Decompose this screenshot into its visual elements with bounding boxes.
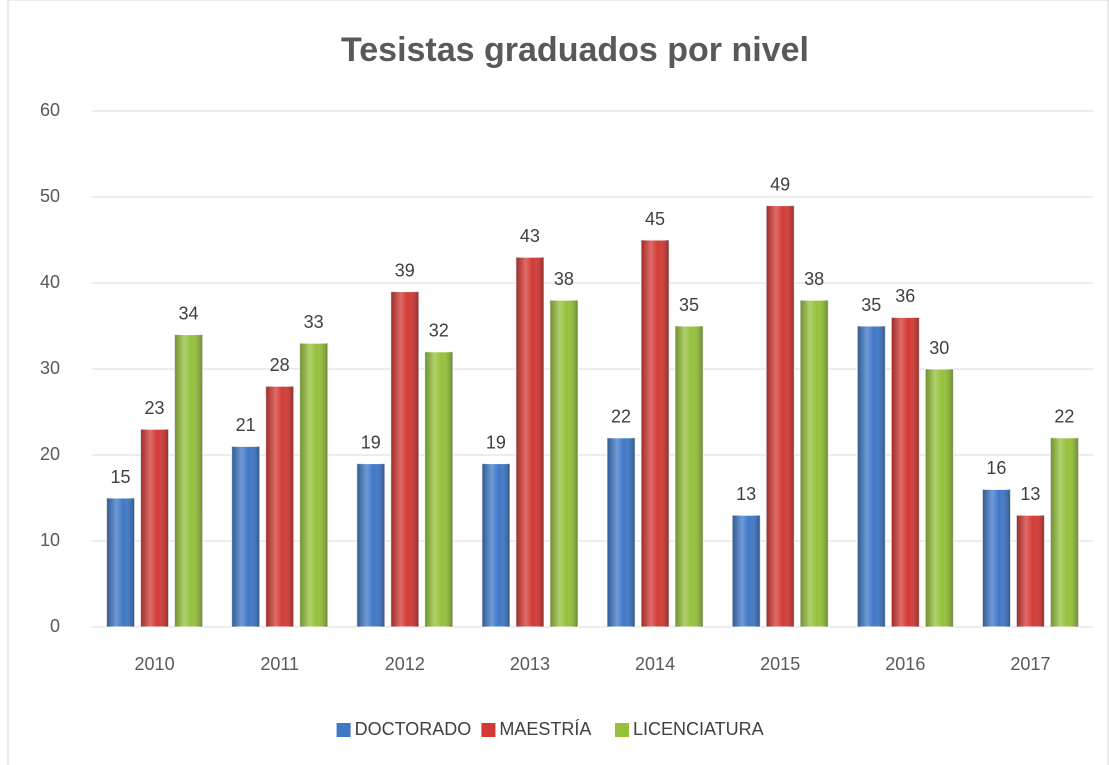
x-tick-label: 2016 [885,654,925,674]
x-tick-label: 2010 [135,654,175,674]
data-label: 34 [179,303,199,323]
bar-shade [982,489,1011,627]
bar-shade [607,437,636,627]
bar-shade [1016,515,1045,627]
x-tick-label: 2013 [510,654,550,674]
data-label: 38 [804,269,824,289]
y-tick-label: 20 [40,444,60,464]
data-label: 16 [986,458,1006,478]
x-tick-label: 2017 [1010,654,1050,674]
bar-shade [174,334,203,627]
data-label: 19 [361,432,381,452]
bar-shade [424,351,453,627]
data-label: 13 [1020,484,1040,504]
bar-shade [265,386,294,627]
data-label: 35 [861,295,881,315]
y-tick-label: 40 [40,272,60,292]
data-label: 28 [270,355,290,375]
data-label: 23 [145,398,165,418]
bar-shade [515,257,544,627]
bar-shade [732,515,761,627]
bar-shade [390,291,419,627]
bar-shade [891,317,920,627]
bar-shade [925,369,954,627]
bar-shade [481,463,510,627]
data-label: 49 [770,174,790,194]
data-label: 43 [520,226,540,246]
x-tick-label: 2014 [635,654,675,674]
bar-shade [140,429,169,627]
bar-shade [766,205,795,627]
data-label: 38 [554,269,574,289]
bar-shade [641,240,670,627]
y-tick-label: 50 [40,186,60,206]
bar-shade [549,300,578,627]
data-label: 30 [929,338,949,358]
legend-swatch [481,723,496,737]
data-label: 39 [395,260,415,280]
bar-shade [299,343,328,627]
bar-shade [231,446,260,627]
y-tick-label: 0 [50,616,60,636]
y-tick-label: 60 [40,100,60,120]
bar-shade [1050,437,1079,627]
data-label: 32 [429,321,449,341]
bar-shade [800,300,829,627]
bar-shade [356,463,385,627]
bar-shade [675,326,704,627]
data-label: 13 [736,484,756,504]
y-tick-label: 10 [40,530,60,550]
data-label: 22 [611,407,631,427]
chart-border [7,0,1109,765]
data-label: 35 [679,295,699,315]
data-label: 22 [1054,407,1074,427]
legend-swatch [615,723,629,737]
data-label: 15 [111,467,131,487]
x-tick-label: 2012 [385,654,425,674]
data-label: 33 [304,312,324,332]
x-tick-label: 2011 [260,654,299,674]
legend-label: MAESTRÍA [499,719,591,739]
y-tick-label: 30 [40,358,60,378]
data-label: 19 [486,432,506,452]
data-label: 36 [895,286,915,306]
chart-title: Tesistas graduados por nivel [341,31,809,69]
bar-shade [106,498,135,627]
x-tick-label: 2015 [760,654,800,674]
legend-swatch [336,723,351,737]
legend-label: DOCTORADO [355,719,472,739]
data-label: 21 [236,415,256,435]
bar-shade [857,326,886,627]
data-label: 45 [645,209,665,229]
legend-label: LICENCIATURA [633,719,764,739]
